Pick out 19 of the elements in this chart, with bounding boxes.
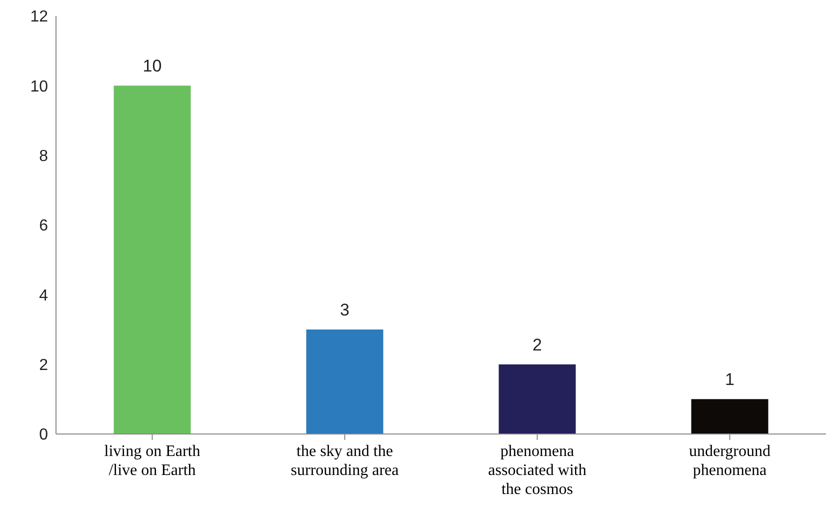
y-tick-label: 4 [39, 287, 48, 304]
data-label: 3 [340, 300, 350, 320]
bar [691, 399, 768, 434]
y-tick-label: 0 [39, 426, 48, 444]
data-label: 1 [725, 370, 734, 390]
data-label: 10 [142, 56, 162, 76]
data-label: 2 [532, 335, 542, 354]
bar [306, 330, 384, 434]
x-tick-label: living on Earth /live on Earth [104, 443, 200, 479]
y-tick-label: 10 [30, 78, 48, 96]
x-tick-label: phenomena associated with the cosmos [488, 443, 586, 498]
x-tick-label: the sky and the surrounding area [290, 443, 399, 479]
y-tick-label: 12 [30, 8, 48, 26]
bar [114, 86, 191, 434]
y-tick-label: 2 [39, 357, 48, 374]
bar [498, 364, 576, 434]
x-tick-label: underground phenomena [689, 443, 770, 479]
y-tick-label: 8 [39, 148, 48, 166]
y-tick-label: 6 [39, 218, 48, 235]
